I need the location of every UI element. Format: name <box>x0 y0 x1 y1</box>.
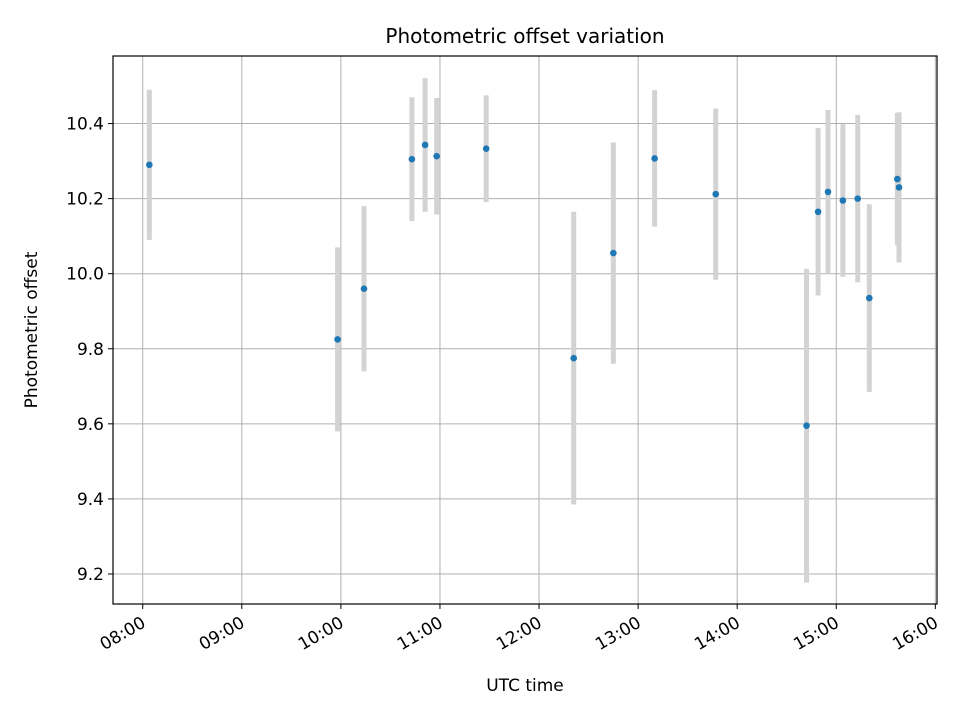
data-point <box>610 249 617 257</box>
data-point <box>865 294 873 302</box>
point-layer <box>146 141 903 430</box>
data-point <box>814 208 822 216</box>
y-tick-label: 10.4 <box>66 115 104 135</box>
x-axis-label: UTC time <box>486 676 564 696</box>
y-tick-label: 10.2 <box>66 190 104 210</box>
data-point <box>651 155 658 162</box>
x-tick-label: 09:00 <box>196 613 248 655</box>
y-tick-label: 9.6 <box>77 415 104 435</box>
data-point <box>854 195 862 202</box>
errorbar-layer <box>146 78 902 583</box>
data-point <box>570 354 578 362</box>
x-tick-label: 11:00 <box>394 613 446 655</box>
chart-title: Photometric offset variation <box>385 24 664 48</box>
data-point <box>408 155 416 163</box>
x-tick-label: 14:00 <box>691 613 743 655</box>
data-point <box>146 161 153 169</box>
data-point <box>334 336 341 343</box>
data-point <box>712 190 720 198</box>
x-tick-label: 16:00 <box>889 613 941 655</box>
data-point <box>433 152 440 160</box>
data-point <box>894 175 901 183</box>
grid-layer <box>113 56 937 604</box>
data-point <box>824 188 832 196</box>
y-tick-label: 9.8 <box>77 340 104 360</box>
y-axis-label: Photometric offset <box>22 251 42 408</box>
x-axis: 08:00 09:00 10:00 11:00 12:00 13:00 14:00 15:00… <box>97 604 942 655</box>
data-point <box>360 285 368 293</box>
x-tick-label: 13:00 <box>592 613 644 655</box>
y-axis: 9.2 9.4 9.6 9.8 10.0 10.2 10.4 <box>66 115 113 585</box>
data-point <box>839 197 847 204</box>
data-point <box>895 184 903 191</box>
x-tick-label: 15:00 <box>790 613 842 655</box>
x-tick-label: 10:00 <box>295 613 347 655</box>
data-point <box>421 141 429 149</box>
y-tick-label: 9.4 <box>77 490 104 510</box>
data-point <box>482 145 490 153</box>
plot-frame <box>112 55 938 605</box>
x-tick-label: 08:00 <box>97 613 149 655</box>
y-tick-label: 10.0 <box>66 265 104 285</box>
y-tick-label: 9.2 <box>77 565 104 585</box>
data-point <box>803 422 810 430</box>
x-tick-label: 12:00 <box>493 613 545 655</box>
